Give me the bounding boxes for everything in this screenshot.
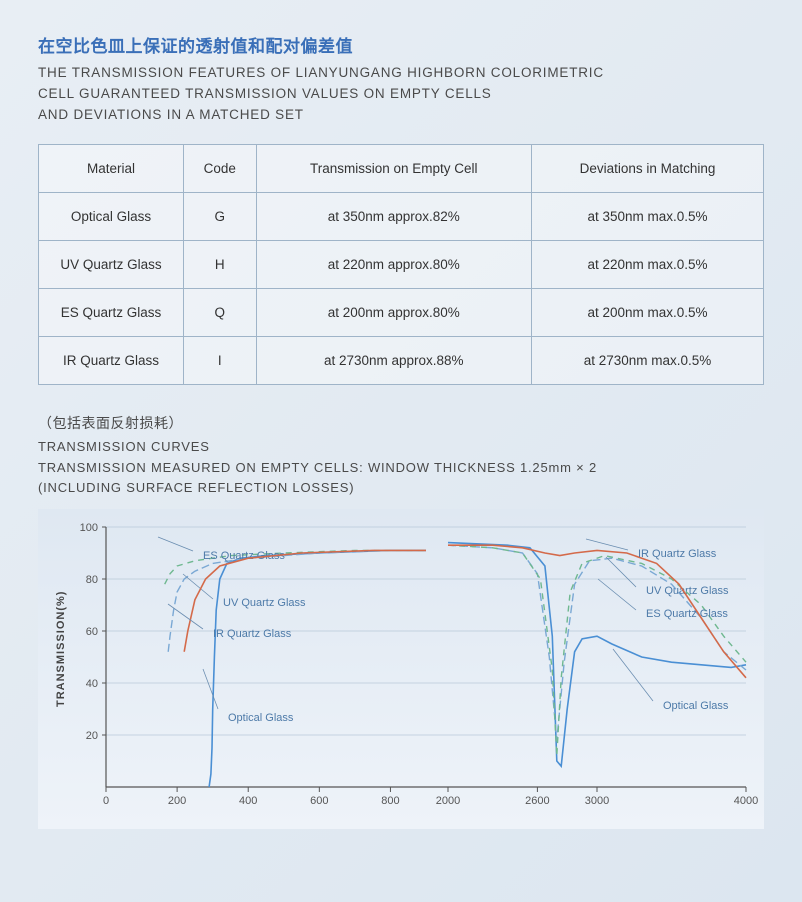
table-cell: Optical Glass (39, 192, 184, 240)
table-cell: G (184, 192, 257, 240)
transmission-table: Material Code Transmission on Empty Cell… (38, 144, 764, 385)
title-en-line3: AND DEVIATIONS IN A MATCHED SET (38, 105, 764, 126)
svg-text:Optical Glass: Optical Glass (228, 712, 294, 724)
svg-text:800: 800 (381, 795, 399, 807)
title-en-line2: CELL GUARANTEED TRANSMISSION VALUES ON E… (38, 84, 764, 105)
svg-text:UV Quartz Glass: UV Quartz Glass (646, 585, 729, 597)
col-transmission: Transmission on Empty Cell (256, 144, 532, 192)
svg-text:20: 20 (86, 730, 98, 742)
table-row: IR Quartz GlassIat 2730nm approx.88%at 2… (39, 336, 764, 384)
svg-text:600: 600 (310, 795, 328, 807)
table-cell: ES Quartz Glass (39, 288, 184, 336)
sub-english: TRANSMISSION CURVES TRANSMISSION MEASURE… (38, 437, 764, 499)
table-row: Optical GlassGat 350nm approx.82%at 350n… (39, 192, 764, 240)
sub-chinese: （包括表面反射损耗） (38, 413, 764, 433)
sub-en-line1: TRANSMISSION CURVES (38, 437, 764, 458)
svg-text:80: 80 (86, 574, 98, 586)
svg-text:4000: 4000 (734, 795, 758, 807)
chart-svg: 20 40 60 80 100 0 200 400 600 800 2000 2600 3000 4000… (38, 509, 764, 829)
table-cell: Q (184, 288, 257, 336)
svg-text:100: 100 (80, 522, 98, 534)
svg-text:2600: 2600 (525, 795, 549, 807)
svg-text:3000: 3000 (585, 795, 609, 807)
page-root: 在空比色皿上保证的透射值和配对偏差值 THE TRANSMISSION FEAT… (0, 0, 802, 849)
svg-text:0: 0 (103, 795, 109, 807)
svg-text:2000: 2000 (436, 795, 460, 807)
table-cell: at 220nm approx.80% (256, 240, 532, 288)
table-cell: at 200nm approx.80% (256, 288, 532, 336)
table-cell: at 2730nm approx.88% (256, 336, 532, 384)
table-body: Optical GlassGat 350nm approx.82%at 350n… (39, 192, 764, 384)
svg-text:ES Quartz Glass: ES Quartz Glass (646, 608, 728, 620)
table-cell: at 200nm max.0.5% (532, 288, 764, 336)
svg-text:60: 60 (86, 626, 98, 638)
table-row: ES Quartz GlassQat 200nm approx.80%at 20… (39, 288, 764, 336)
svg-text:40: 40 (86, 678, 98, 690)
table-cell: H (184, 240, 257, 288)
table-row: UV Quartz GlassHat 220nm approx.80%at 22… (39, 240, 764, 288)
svg-text:TRANSMISSION(%): TRANSMISSION(%) (55, 591, 67, 707)
table-header-row: Material Code Transmission on Empty Cell… (39, 144, 764, 192)
svg-text:UV Quartz Glass: UV Quartz Glass (223, 597, 306, 609)
svg-text:IR Quartz Glass: IR Quartz Glass (213, 628, 292, 640)
table-cell: IR Quartz Glass (39, 336, 184, 384)
svg-text:400: 400 (239, 795, 257, 807)
col-code: Code (184, 144, 257, 192)
col-deviations: Deviations in Matching (532, 144, 764, 192)
col-material: Material (39, 144, 184, 192)
svg-text:200: 200 (168, 795, 186, 807)
table-cell: at 350nm max.0.5% (532, 192, 764, 240)
sub-en-line3: (INCLUDING SURFACE REFLECTION LOSSES) (38, 478, 764, 499)
title-english: THE TRANSMISSION FEATURES OF LIANYUNGANG… (38, 63, 764, 126)
section-curves: （包括表面反射损耗） TRANSMISSION CURVES TRANSMISS… (38, 413, 764, 829)
table-cell: I (184, 336, 257, 384)
table-cell: at 220nm max.0.5% (532, 240, 764, 288)
table-cell: at 350nm approx.82% (256, 192, 532, 240)
sub-en-line2: TRANSMISSION MEASURED ON EMPTY CELLS: WI… (38, 458, 764, 479)
svg-text:IR Quartz Glass: IR Quartz Glass (638, 548, 717, 560)
title-chinese: 在空比色皿上保证的透射值和配对偏差值 (38, 32, 764, 57)
transmission-chart: 20 40 60 80 100 0 200 400 600 800 2000 2600 3000 4000… (38, 509, 764, 829)
title-en-line1: THE TRANSMISSION FEATURES OF LIANYUNGANG… (38, 63, 764, 84)
svg-text:Optical Glass: Optical Glass (663, 700, 729, 712)
table-cell: UV Quartz Glass (39, 240, 184, 288)
table-cell: at 2730nm max.0.5% (532, 336, 764, 384)
